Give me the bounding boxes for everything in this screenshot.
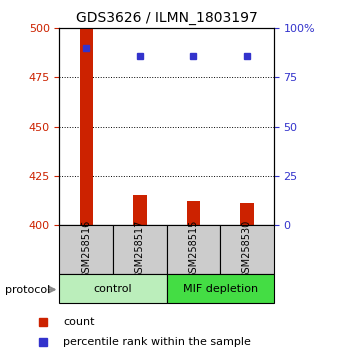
Bar	[240, 203, 254, 225]
Text: protocol: protocol	[5, 285, 50, 295]
Bar	[59, 274, 167, 303]
Title: GDS3626 / ILMN_1803197: GDS3626 / ILMN_1803197	[76, 11, 257, 24]
Text: GSM258515: GSM258515	[188, 220, 198, 279]
Bar	[167, 225, 220, 274]
Text: GSM258517: GSM258517	[135, 220, 145, 279]
Bar	[220, 225, 274, 274]
Bar	[80, 28, 93, 225]
Text: GSM258516: GSM258516	[81, 220, 91, 279]
Text: GSM258530: GSM258530	[242, 220, 252, 279]
Bar	[113, 225, 167, 274]
Bar	[167, 274, 274, 303]
Text: percentile rank within the sample: percentile rank within the sample	[63, 337, 251, 347]
Bar	[133, 195, 147, 225]
Text: MIF depletion: MIF depletion	[183, 284, 258, 293]
Text: control: control	[94, 284, 132, 293]
Bar	[59, 225, 113, 274]
Text: count: count	[63, 318, 95, 327]
Bar	[187, 201, 200, 225]
